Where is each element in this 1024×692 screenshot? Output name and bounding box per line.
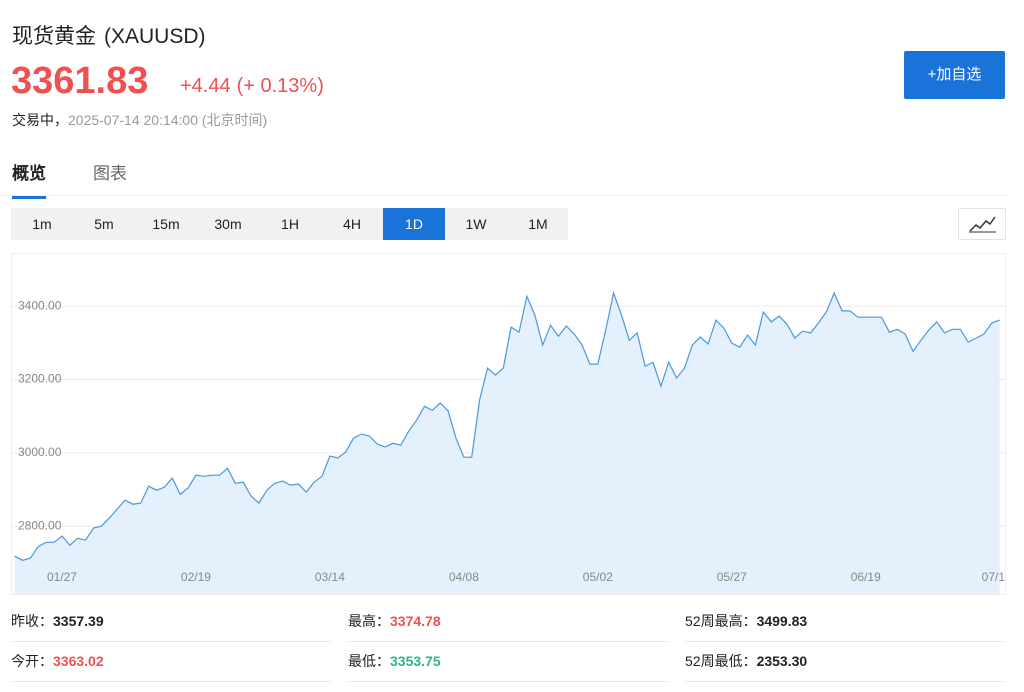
change-abs: +4.44: [180, 75, 231, 97]
stat-value: 3499.83: [756, 613, 808, 629]
instrument-name: 现货黄金: [12, 25, 96, 48]
trend-glyph: [969, 216, 996, 232]
interval-bar: 1m 5m 15m 30m 1H 4H 1D 1W 1M: [11, 208, 568, 240]
interval-button[interactable]: 15m: [152, 216, 180, 232]
interval-button[interactable]: 1M: [528, 216, 548, 232]
x-tick-label: 05/27: [717, 570, 747, 584]
timestamp: 2025-07-14 20:14:00 (北京时间): [68, 112, 268, 128]
interval-button[interactable]: 1W: [465, 216, 487, 232]
x-tick-label: 03/14: [315, 570, 345, 584]
interval-button[interactable]: 1m: [32, 216, 52, 232]
x-tick-label: 01/27: [47, 570, 77, 584]
stat: 最高：3374.78: [348, 601, 668, 642]
instrument-title: 现货黄金 (XAUUSD): [12, 20, 206, 50]
stat-value: 3353.75: [390, 653, 441, 669]
tab[interactable]: 概览: [12, 159, 46, 199]
stat-value: 3374.78: [390, 613, 441, 629]
tab[interactable]: 图表: [93, 164, 127, 183]
stat-value: 3357.39: [53, 613, 104, 629]
x-tick-label: 05/02: [583, 570, 613, 584]
interval-button[interactable]: 4H: [343, 216, 361, 232]
tab-bar: 概览 图表: [0, 150, 1006, 199]
stat: 今开：3363.02: [11, 641, 331, 682]
area-fill: [14, 293, 1000, 594]
y-tick-label: 3400.00: [18, 298, 62, 312]
chart-style-button[interactable]: [958, 208, 1006, 240]
interval-button[interactable]: 1H: [281, 216, 299, 232]
x-tick-label: 06/19: [851, 570, 881, 584]
x-tick-label: 02/19: [181, 570, 211, 584]
stat-label: 52周最高：: [685, 613, 757, 629]
interval-button[interactable]: 5m: [94, 216, 114, 232]
y-tick-label: 2800.00: [18, 518, 62, 532]
status-line: 交易中，2025-07-14 20:14:00 (北京时间): [12, 110, 267, 130]
y-tick-label: 3200.00: [18, 372, 62, 386]
stat-label: 52周最低：: [685, 653, 757, 669]
stat-label: 今开：: [11, 653, 53, 669]
stat-label: 最高：: [348, 613, 390, 629]
stat: 昨收：3357.39: [11, 601, 331, 642]
price-line: [14, 290, 1000, 561]
x-tick-label: 07/1: [982, 570, 1006, 584]
interval-button[interactable]: 1D: [383, 208, 445, 240]
stat: 52周最高：3499.83: [685, 601, 1005, 642]
stat-label: 昨收：: [11, 613, 53, 629]
trend-icon: [969, 216, 996, 233]
change-pct: (+ 0.13%): [236, 75, 324, 97]
stat-value: 3363.02: [53, 653, 104, 669]
watchlist-button[interactable]: +加自选: [904, 51, 1005, 99]
instrument-symbol: (XAUUSD): [104, 25, 206, 48]
stat: 52周最低：2353.30: [685, 641, 1005, 682]
stat-label: 最低：: [348, 653, 390, 669]
price: 3361.83: [11, 60, 149, 102]
stat: 最低：3353.75: [348, 641, 668, 682]
price-change: +4.44 (+ 0.13%): [180, 75, 324, 98]
stat-value: 2353.30: [756, 653, 808, 669]
interval-button[interactable]: 30m: [214, 216, 242, 232]
y-tick-label: 3000.00: [18, 445, 62, 459]
status: 交易中，: [12, 112, 68, 128]
x-tick-label: 04/08: [449, 570, 479, 584]
